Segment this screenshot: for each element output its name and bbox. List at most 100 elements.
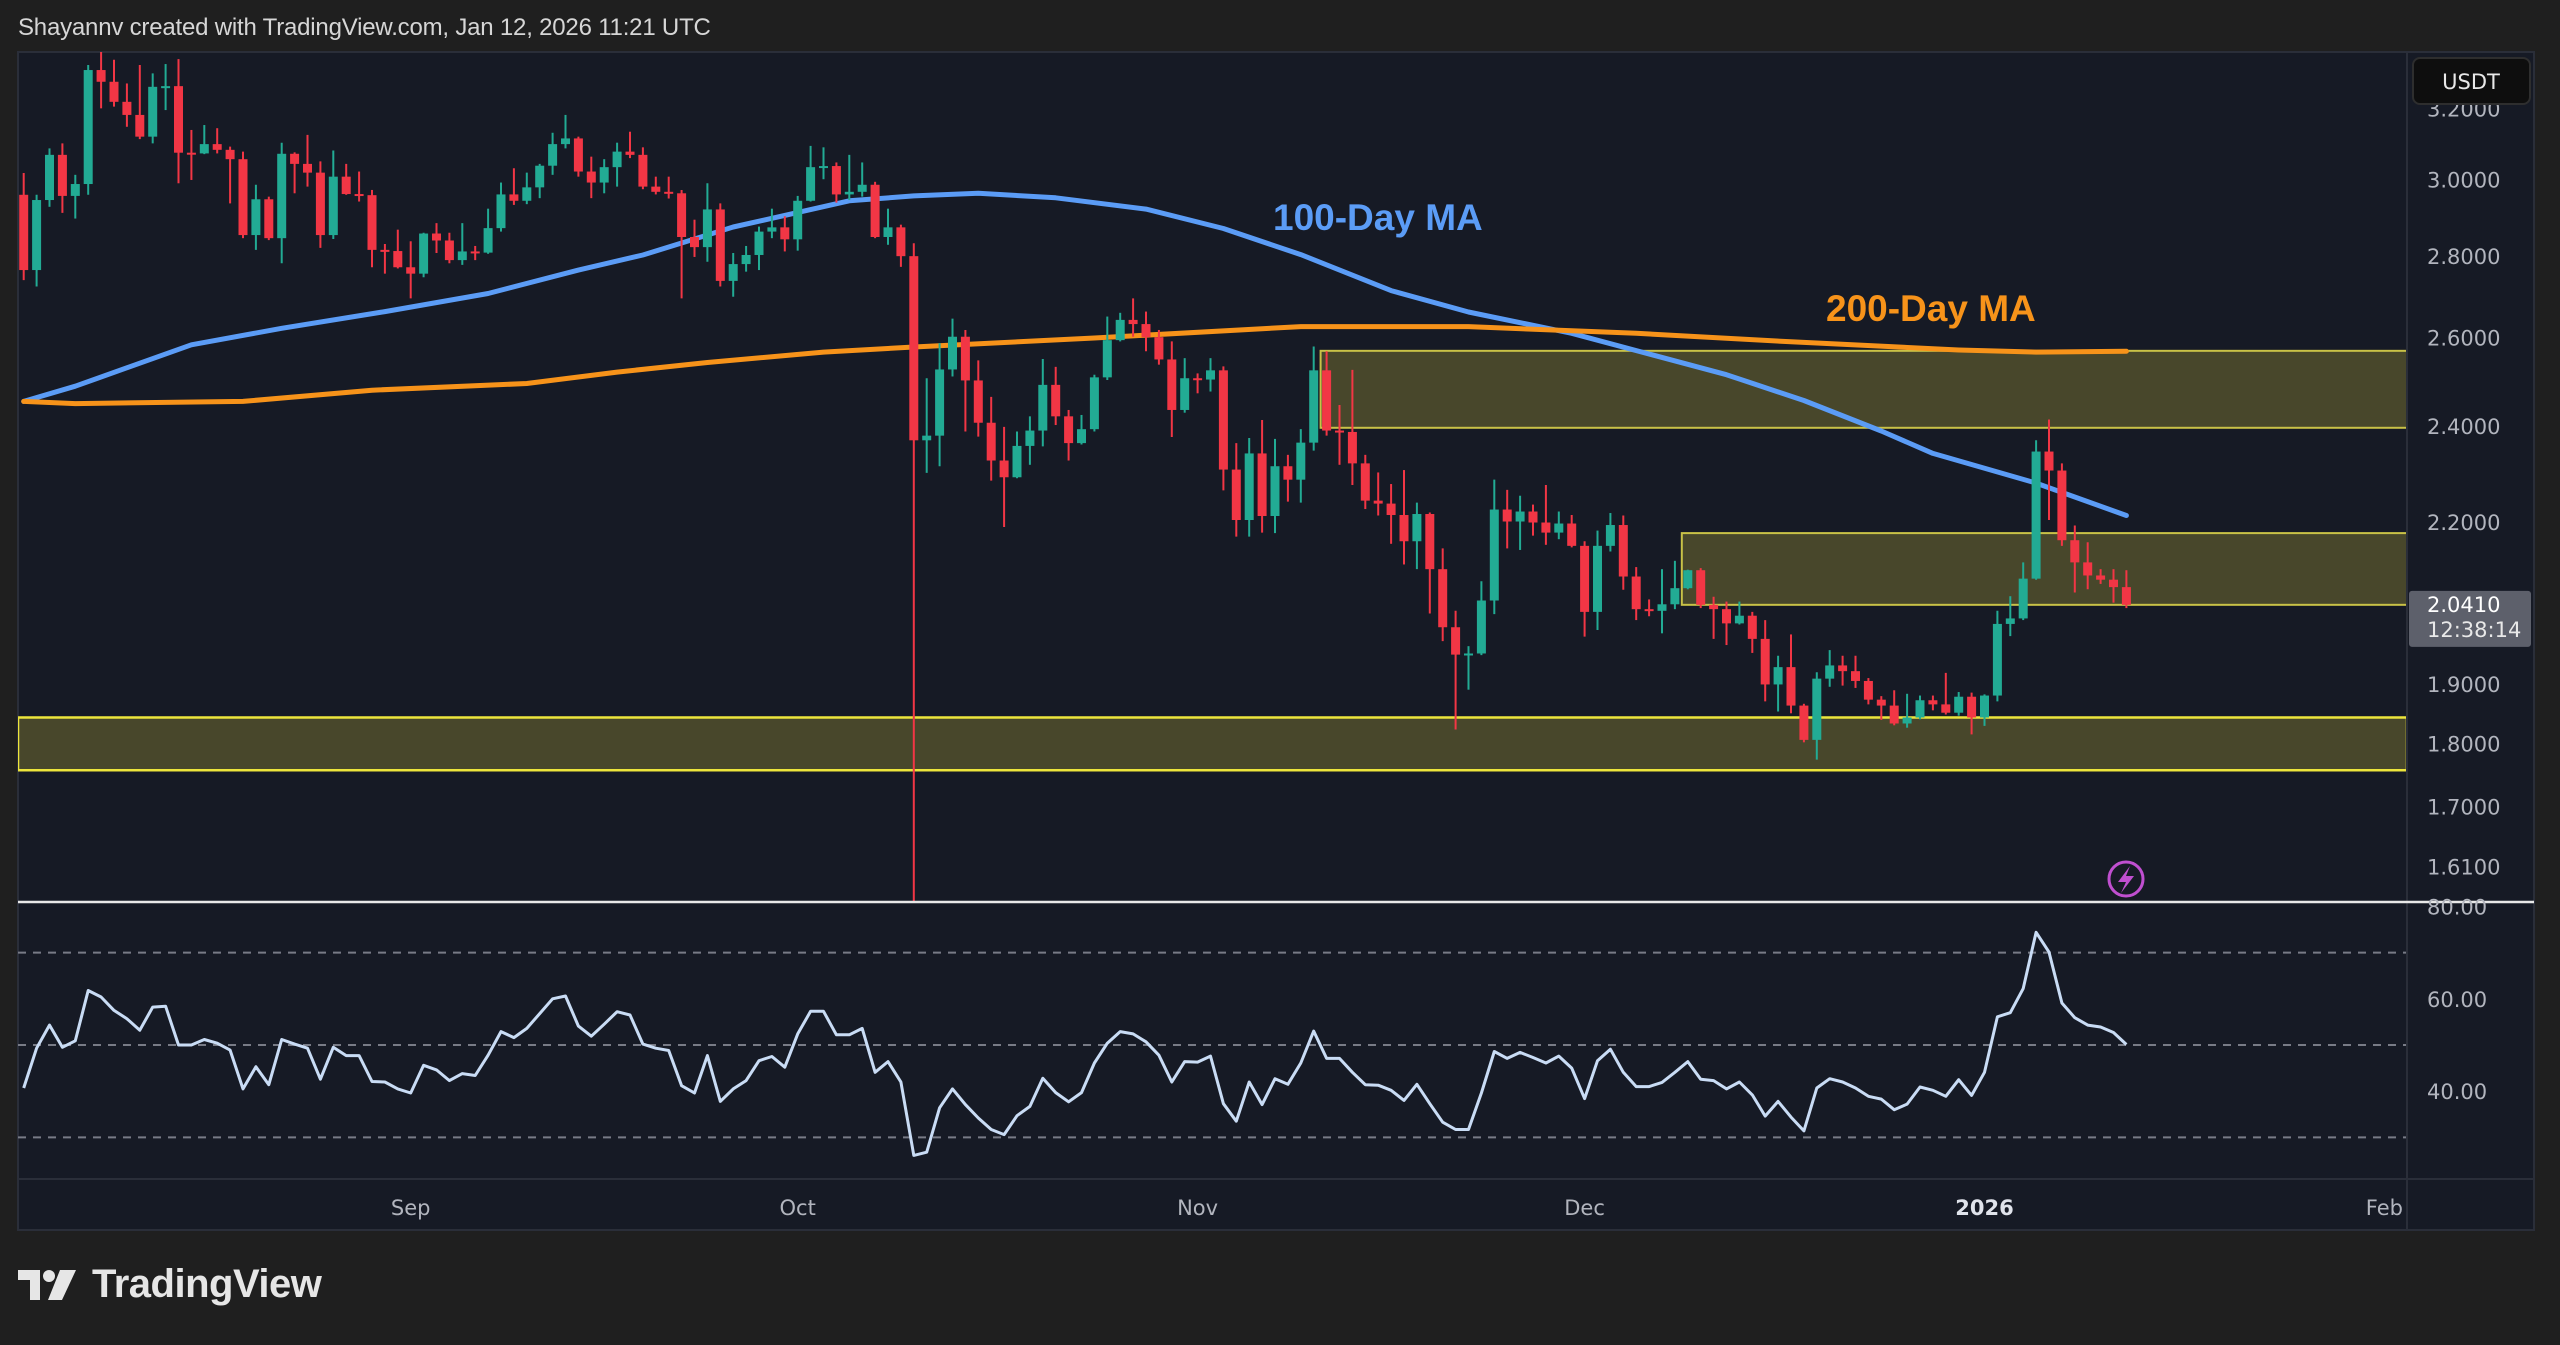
candle[interactable] — [109, 59, 119, 107]
candle[interactable] — [496, 182, 506, 232]
candle[interactable] — [1799, 703, 1809, 743]
candle[interactable] — [277, 142, 287, 264]
candle[interactable] — [1283, 454, 1293, 502]
candle[interactable] — [2018, 562, 2028, 621]
candle[interactable] — [1012, 431, 1022, 479]
candle[interactable] — [728, 253, 738, 297]
candle[interactable] — [225, 146, 235, 204]
candle[interactable] — [122, 83, 132, 127]
candle[interactable] — [651, 176, 661, 195]
candle[interactable] — [1605, 513, 1615, 552]
candle[interactable] — [986, 396, 996, 481]
candle[interactable] — [212, 128, 222, 154]
candle[interactable] — [341, 163, 351, 195]
candle[interactable] — [367, 189, 377, 268]
candle[interactable] — [1928, 695, 1938, 711]
candle[interactable] — [290, 152, 300, 194]
candle[interactable] — [1670, 560, 1680, 610]
candle[interactable] — [1489, 479, 1499, 615]
candle[interactable] — [1425, 512, 1435, 614]
candle[interactable] — [70, 174, 80, 219]
candle[interactable] — [1954, 692, 1964, 716]
candle[interactable] — [1502, 489, 1512, 549]
candle[interactable] — [741, 245, 751, 272]
candle[interactable] — [1593, 530, 1602, 630]
candle[interactable] — [328, 150, 338, 239]
candle[interactable] — [1889, 690, 1899, 726]
candle[interactable] — [1296, 429, 1306, 503]
candle[interactable] — [457, 223, 467, 265]
candle[interactable] — [1644, 599, 1654, 617]
candle[interactable] — [1412, 502, 1422, 570]
candle[interactable] — [1696, 568, 1706, 609]
candle[interactable] — [251, 184, 261, 250]
candle[interactable] — [161, 64, 171, 111]
candle[interactable] — [2005, 596, 2015, 637]
candle[interactable] — [1747, 611, 1757, 653]
candle[interactable] — [844, 154, 854, 201]
candle[interactable] — [444, 232, 454, 264]
currency-button[interactable]: USDT — [2412, 57, 2531, 105]
candle[interactable] — [1851, 655, 1860, 688]
rsi-line[interactable] — [22, 930, 2128, 1157]
candle[interactable] — [1567, 515, 1577, 548]
candle[interactable] — [1218, 366, 1228, 491]
candle[interactable] — [2031, 440, 2041, 580]
candle[interactable] — [483, 208, 493, 254]
candle[interactable] — [1812, 672, 1822, 760]
candle[interactable] — [2109, 569, 2118, 603]
candle[interactable] — [380, 244, 390, 274]
candle[interactable] — [470, 245, 480, 261]
candle[interactable] — [548, 132, 558, 175]
candle[interactable] — [1515, 495, 1525, 550]
candle[interactable] — [896, 224, 906, 267]
candle[interactable] — [960, 329, 970, 432]
candle[interactable] — [148, 73, 158, 144]
candle[interactable] — [999, 426, 1009, 528]
candle[interactable] — [767, 208, 777, 239]
candle[interactable] — [806, 145, 816, 202]
candle[interactable] — [1051, 366, 1061, 426]
candle[interactable] — [419, 232, 429, 278]
candle[interactable] — [393, 229, 403, 269]
candle[interactable] — [702, 183, 712, 262]
candle[interactable] — [922, 378, 932, 473]
candle[interactable] — [1360, 454, 1370, 510]
candle[interactable] — [1154, 329, 1164, 365]
candle[interactable] — [1825, 650, 1835, 687]
candle[interactable] — [406, 241, 416, 299]
candle[interactable] — [1077, 414, 1086, 445]
candle[interactable] — [1347, 369, 1357, 486]
candle[interactable] — [96, 50, 106, 109]
candle[interactable] — [625, 131, 635, 159]
candle[interactable] — [174, 59, 183, 184]
candle[interactable] — [1631, 567, 1641, 621]
candle[interactable] — [715, 203, 725, 287]
candle[interactable] — [2083, 542, 2093, 590]
candle[interactable] — [2096, 569, 2106, 584]
candle[interactable] — [1193, 373, 1203, 394]
candle[interactable] — [1270, 438, 1280, 534]
candle[interactable] — [870, 181, 880, 239]
candle[interactable] — [1373, 472, 1383, 516]
candle[interactable] — [883, 208, 893, 245]
candle[interactable] — [1541, 485, 1551, 545]
candle[interactable] — [1335, 404, 1344, 465]
candle[interactable] — [677, 189, 687, 299]
candle[interactable] — [1722, 601, 1731, 646]
candle[interactable] — [793, 195, 803, 251]
candle[interactable] — [1992, 610, 2002, 702]
candle[interactable] — [1941, 672, 1951, 715]
candle[interactable] — [1257, 419, 1267, 533]
candle[interactable] — [1657, 569, 1667, 634]
candle[interactable] — [1167, 341, 1177, 438]
candle[interactable] — [432, 223, 441, 254]
candle[interactable] — [1760, 620, 1770, 702]
candle[interactable] — [509, 168, 519, 205]
candle[interactable] — [857, 162, 867, 197]
candle[interactable] — [599, 159, 609, 194]
candle[interactable] — [909, 243, 919, 908]
candle[interactable] — [1967, 692, 1977, 735]
time-axis[interactable]: Sep Oct Nov Dec 2026 Feb — [391, 1196, 2403, 1220]
